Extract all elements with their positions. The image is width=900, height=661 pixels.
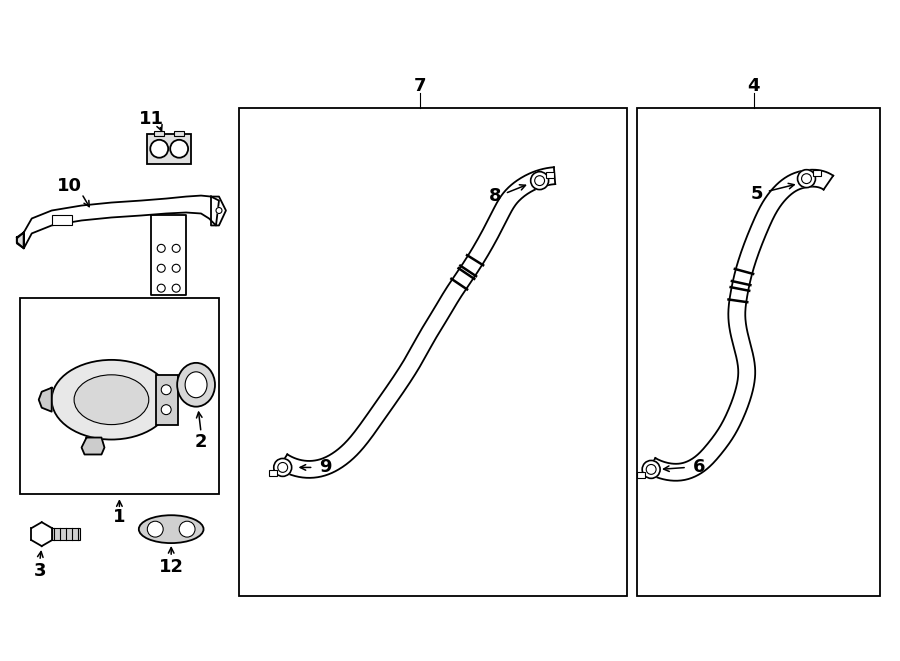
Circle shape [158, 245, 166, 253]
Text: 4: 4 [748, 77, 760, 95]
Text: 9: 9 [320, 459, 332, 477]
Text: 10: 10 [57, 176, 82, 194]
Bar [238, 108, 627, 596]
Ellipse shape [177, 363, 215, 407]
Circle shape [172, 284, 180, 292]
Circle shape [150, 140, 168, 158]
Polygon shape [17, 233, 23, 249]
Circle shape [643, 461, 660, 479]
Text: 5: 5 [751, 184, 763, 202]
Polygon shape [82, 438, 104, 455]
Circle shape [158, 284, 166, 292]
Circle shape [161, 405, 171, 414]
Polygon shape [39, 388, 51, 412]
Bar [175, 131, 184, 136]
Bar [51, 215, 72, 225]
FancyBboxPatch shape [545, 172, 554, 178]
Circle shape [148, 521, 163, 537]
Ellipse shape [139, 515, 203, 543]
Circle shape [158, 264, 166, 272]
Text: 6: 6 [693, 459, 706, 477]
Bar [637, 108, 880, 596]
Text: 12: 12 [158, 558, 184, 576]
Text: 7: 7 [414, 77, 427, 95]
Ellipse shape [51, 360, 171, 440]
Polygon shape [647, 170, 833, 481]
Bar [157, 375, 178, 424]
Circle shape [274, 459, 292, 477]
Bar [154, 131, 164, 136]
Circle shape [179, 521, 195, 537]
Text: 11: 11 [139, 110, 164, 128]
Circle shape [170, 140, 188, 158]
Polygon shape [211, 196, 226, 225]
Text: 3: 3 [33, 562, 46, 580]
Polygon shape [278, 167, 555, 478]
FancyBboxPatch shape [268, 470, 276, 476]
Bar [20, 298, 219, 494]
Circle shape [172, 264, 180, 272]
Ellipse shape [74, 375, 148, 424]
Circle shape [216, 208, 222, 214]
Text: 2: 2 [194, 432, 207, 451]
Polygon shape [151, 215, 186, 295]
Ellipse shape [185, 372, 207, 398]
Polygon shape [17, 196, 219, 249]
FancyBboxPatch shape [637, 472, 645, 478]
Bar [148, 134, 191, 164]
Circle shape [172, 245, 180, 253]
Circle shape [531, 172, 549, 190]
FancyBboxPatch shape [813, 170, 821, 176]
Text: 1: 1 [113, 508, 126, 526]
Bar [51, 528, 79, 540]
Circle shape [161, 385, 171, 395]
Text: 8: 8 [489, 186, 501, 204]
Circle shape [797, 170, 815, 188]
